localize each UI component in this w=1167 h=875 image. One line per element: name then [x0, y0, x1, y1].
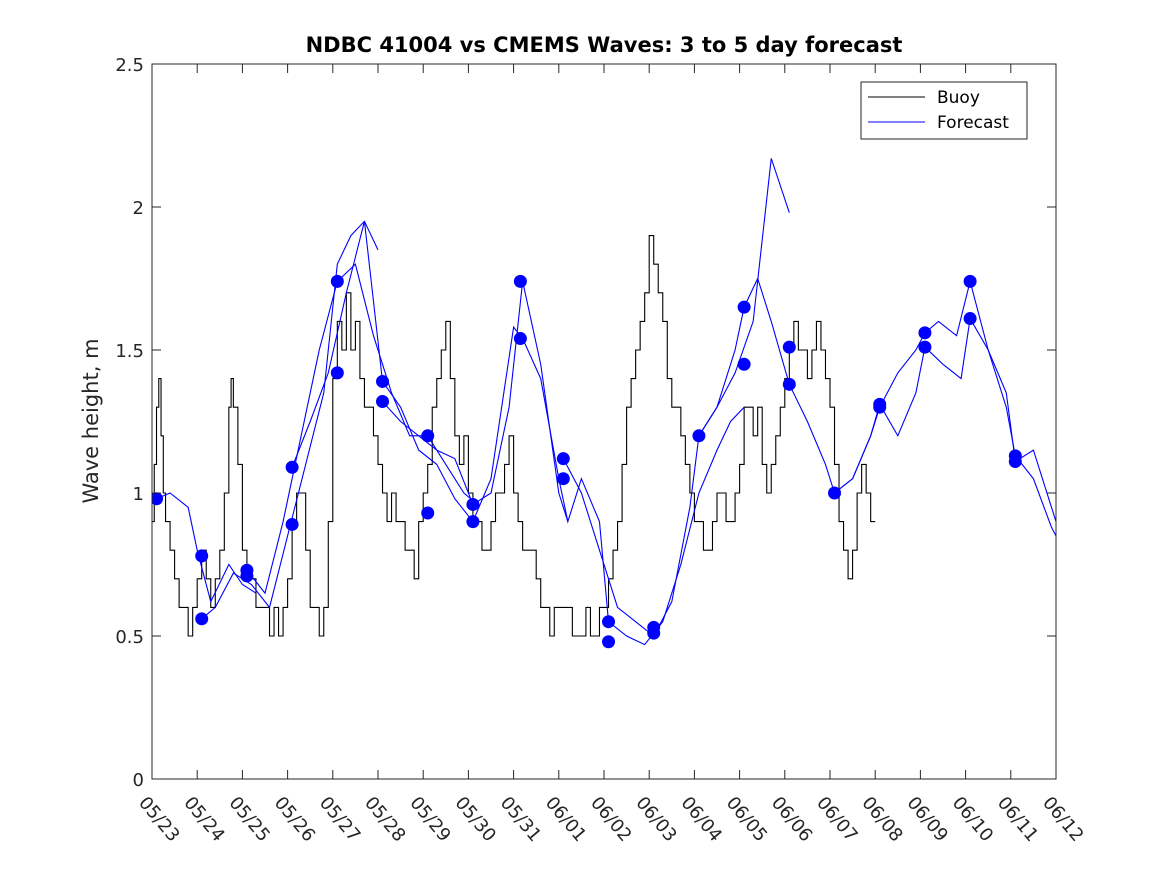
forecast-start-marker [737, 300, 751, 314]
forecast-start-marker [466, 515, 480, 529]
forecast-start-marker [513, 332, 527, 346]
y-tick-label: 2.5 [115, 55, 144, 76]
forecast-line-7 [562, 158, 790, 637]
legend-label-buoy: Buoy [937, 88, 980, 108]
forecast-start-marker [285, 517, 299, 531]
y-tick-label: 0 [133, 770, 144, 791]
forecast-start-marker [330, 366, 344, 380]
forecast-start-marker [330, 274, 344, 288]
forecast-line-5 [382, 281, 569, 522]
y-tick-label: 0.5 [115, 627, 144, 648]
forecast-start-marker [421, 506, 435, 520]
forecast-start-marker [828, 486, 842, 500]
forecast-start-marker [513, 274, 527, 288]
forecast-start-marker [152, 492, 164, 506]
forecast-start-marker [1008, 455, 1022, 469]
forecast-start-marker [556, 472, 570, 486]
forecast-start-marker [737, 357, 751, 371]
y-axis-label: Wave height, m [79, 338, 103, 503]
forecast-start-marker [240, 569, 254, 583]
forecast-start-marker [421, 429, 435, 443]
forecast-start-marker [602, 635, 616, 649]
forecast-start-marker [782, 340, 796, 354]
legend-box [860, 81, 1028, 140]
forecast-start-marker [963, 312, 977, 326]
forecast-start-marker [918, 340, 932, 354]
y-tick-label: 2 [133, 198, 144, 219]
forecast-line-2 [201, 220, 379, 620]
forecast-start-marker [602, 615, 616, 629]
legend-label-forecast: Forecast [937, 113, 1009, 133]
forecast-start-marker [782, 377, 796, 391]
forecast-start-marker [692, 429, 706, 443]
forecast-start-marker [376, 374, 390, 388]
legend: Buoy Forecast [860, 81, 1028, 140]
y-axis: 0 0.5 1 1.5 2 2.5 [115, 55, 1056, 791]
chart-title: NDBC 41004 vs CMEMS Waves: 3 to 5 day fo… [306, 33, 903, 57]
forecast-line-9 [834, 281, 1056, 537]
forecast-start-marker [466, 497, 480, 511]
forecast-line-3 [246, 263, 478, 595]
forecast-start-marker [195, 612, 209, 626]
y-tick-label: 1 [133, 484, 144, 505]
y-tick-label: 1.5 [115, 341, 144, 362]
forecast-start-marker [647, 626, 661, 640]
forecast-start-marker [556, 452, 570, 466]
forecast-start-marker [285, 460, 299, 474]
forecast-start-marker [963, 274, 977, 288]
forecast-start-marker [873, 400, 887, 414]
forecast-line-6 [522, 338, 745, 646]
forecast-start-marker [376, 394, 390, 408]
forecast-line-1 [156, 492, 257, 604]
forecast-start-marker [918, 326, 932, 340]
forecast-start-marker [195, 549, 209, 563]
